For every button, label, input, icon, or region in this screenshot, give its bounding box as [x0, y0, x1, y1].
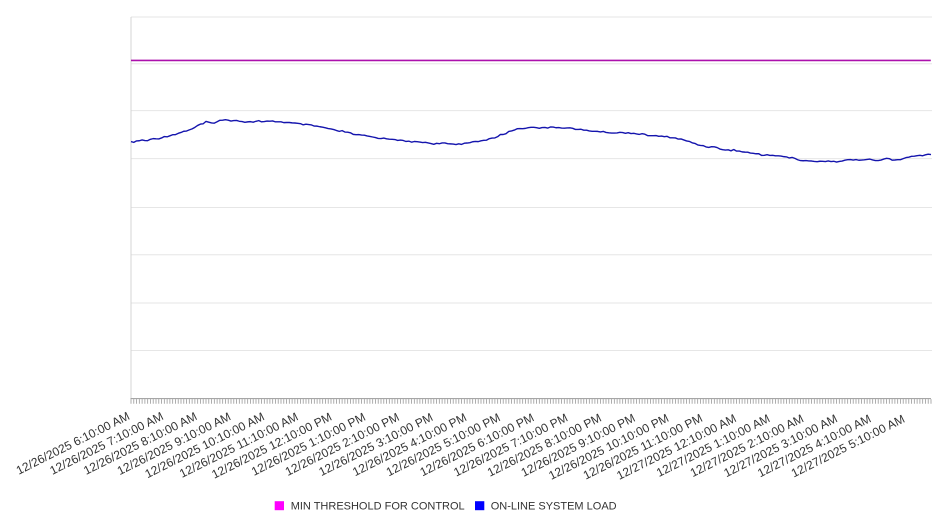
- svg-text:MIN THRESHOLD FOR CONTROL: MIN THRESHOLD FOR CONTROL: [291, 501, 465, 513]
- svg-text:ON-LINE SYSTEM LOAD: ON-LINE SYSTEM LOAD: [491, 501, 617, 513]
